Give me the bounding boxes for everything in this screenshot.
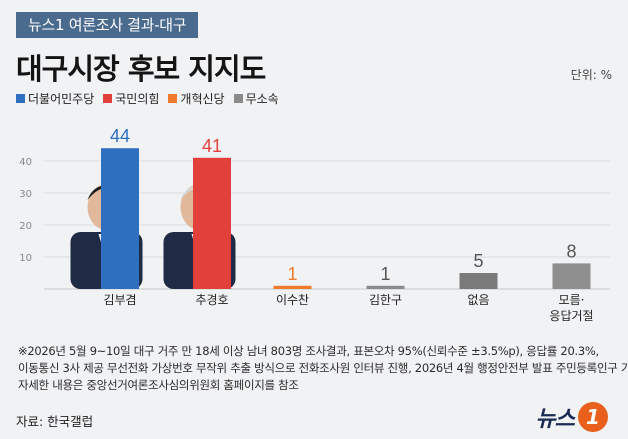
data-label: 1 <box>287 264 297 284</box>
data-label: 5 <box>473 251 483 271</box>
x-tick-label: 김한구 <box>369 293 402 307</box>
news1-logo: 뉴스 1 <box>536 401 608 433</box>
unit-label: 단위: % <box>570 68 612 82</box>
data-label: 44 <box>110 126 130 146</box>
legend-item-independent: 무소속 <box>233 90 279 107</box>
logo-mark: 1 <box>578 402 608 432</box>
survey-tag: 뉴스1 여론조사 결과-대구 <box>16 12 199 38</box>
legend-item-reform: 개혁신당 <box>168 90 225 107</box>
legend-label: 국민의힘 <box>115 92 160 106</box>
x-tick-label: 없음 <box>467 293 489 307</box>
y-tick-label: 20 <box>19 221 32 232</box>
bar <box>273 285 312 289</box>
footnote-line: ※2026년 5월 9~10일 대구 거주 만 18세 이상 남녀 803명 조… <box>18 344 599 358</box>
footnote-line: 이동통신 3사 제공 무선전화 가상번호 무작위 추출 방식으로 전화조사원 인… <box>18 361 628 375</box>
bar <box>193 157 231 289</box>
y-tick-label: 30 <box>19 189 32 200</box>
legend-item-democratic: 더불어민주당 <box>16 90 94 107</box>
footnote-line: 자세한 내용은 중앙선거여론조사심의위원회 홈페이지를 참조 <box>18 378 299 392</box>
x-tick-label: 이수찬 <box>276 292 309 307</box>
bar <box>459 273 498 289</box>
bar <box>366 285 405 289</box>
data-label: 41 <box>202 136 222 156</box>
footnote: ※2026년 5월 9~10일 대구 거주 만 18세 이상 남녀 803명 조… <box>18 343 628 394</box>
legend-label: 더불어민주당 <box>28 92 95 106</box>
data-label: 8 <box>566 241 576 261</box>
logo-text: 뉴스 <box>535 407 575 432</box>
legend-swatch <box>233 94 243 103</box>
y-tick-label: 40 <box>19 157 32 168</box>
legend: 더불어민주당 국민의힘 개혁신당 무소속 <box>16 90 279 107</box>
x-tick-label: 응답거절 <box>549 309 593 323</box>
legend-swatch <box>168 94 178 103</box>
bar <box>552 263 591 289</box>
bar-chart: 10 20 30 40 44 김부겸 41 추경호 1 이수찬 1 김한구 5 없음 8 모름· 응답거절 <box>19 126 610 323</box>
chart-title: 대구시장 후보 지지도 <box>16 52 266 86</box>
legend-item-ppp: 국민의힘 <box>103 90 159 107</box>
x-tick-label: 김부겸 <box>103 293 136 307</box>
y-tick-label: 10 <box>19 253 32 264</box>
legend-label: 무소속 <box>245 92 279 106</box>
data-label: 1 <box>380 264 390 284</box>
legend-label: 개혁신당 <box>180 92 225 106</box>
bar <box>101 148 139 289</box>
x-tick-label: 추경호 <box>195 293 228 307</box>
source-label: 자료: 한국갤럽 <box>16 414 94 429</box>
x-tick-label: 모름· <box>559 293 585 307</box>
legend-swatch <box>103 94 113 103</box>
legend-swatch <box>16 94 25 103</box>
